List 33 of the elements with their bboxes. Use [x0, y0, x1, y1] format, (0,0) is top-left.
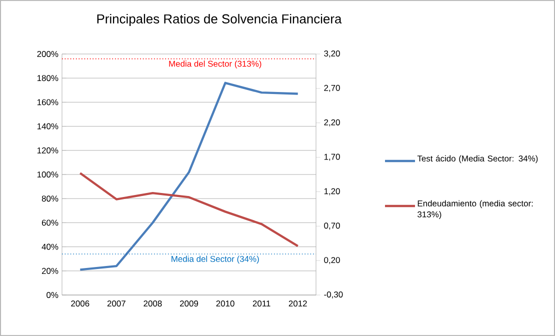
y2-tick-label: 3,20 — [324, 50, 340, 58]
x-tick-label: 2008 — [144, 300, 162, 307]
y2-tick-label: -0,30 — [324, 292, 343, 298]
y-tick-label: 20% — [42, 268, 58, 274]
x-tick-label: 2006 — [71, 300, 90, 307]
y-tick-label: 60% — [42, 220, 58, 226]
y2-tick-label: 0,20 — [324, 257, 340, 264]
y-tick-label: 140% — [37, 123, 58, 130]
x-tick-label: 2010 — [216, 300, 234, 307]
line-series — [79, 82, 299, 271]
y-tick-label: 0% — [46, 292, 58, 298]
x-tick-label: 2012 — [288, 300, 307, 307]
chart-title: Principales Ratios de Solvencia Financiera — [97, 14, 342, 26]
line-series — [79, 172, 299, 248]
y2-tick-label: 1,20 — [324, 188, 340, 196]
ref-line-label: Media del Sector (313%) — [169, 60, 262, 68]
y-tick-label: 100% — [37, 172, 58, 178]
y2-tick-label: 0,70 — [324, 222, 340, 230]
y-tick-label: 200% — [37, 51, 58, 57]
x-tick-label: 2009 — [180, 300, 198, 307]
y-tick-label: 180% — [37, 75, 58, 82]
legend-label: Endeudamiento (media sector: 313%) — [418, 200, 533, 220]
y-tick-label: 40% — [42, 244, 58, 250]
y-tick-label: 80% — [42, 196, 58, 202]
y2-tick-label: 2,20 — [324, 119, 340, 126]
x-tick-label: 2007 — [107, 300, 126, 307]
y2-tick-label: 2,70 — [324, 84, 340, 92]
ref-line-label: Media del Sector (34%) — [172, 256, 259, 264]
legend-label: Test ácido (Media Sector: 34%) — [417, 155, 538, 164]
y2-tick-label: 1,70 — [324, 154, 340, 161]
y-tick-label: 160% — [37, 99, 58, 106]
y-tick-label: 120% — [37, 147, 58, 154]
x-tick-label: 2011 — [252, 300, 270, 307]
